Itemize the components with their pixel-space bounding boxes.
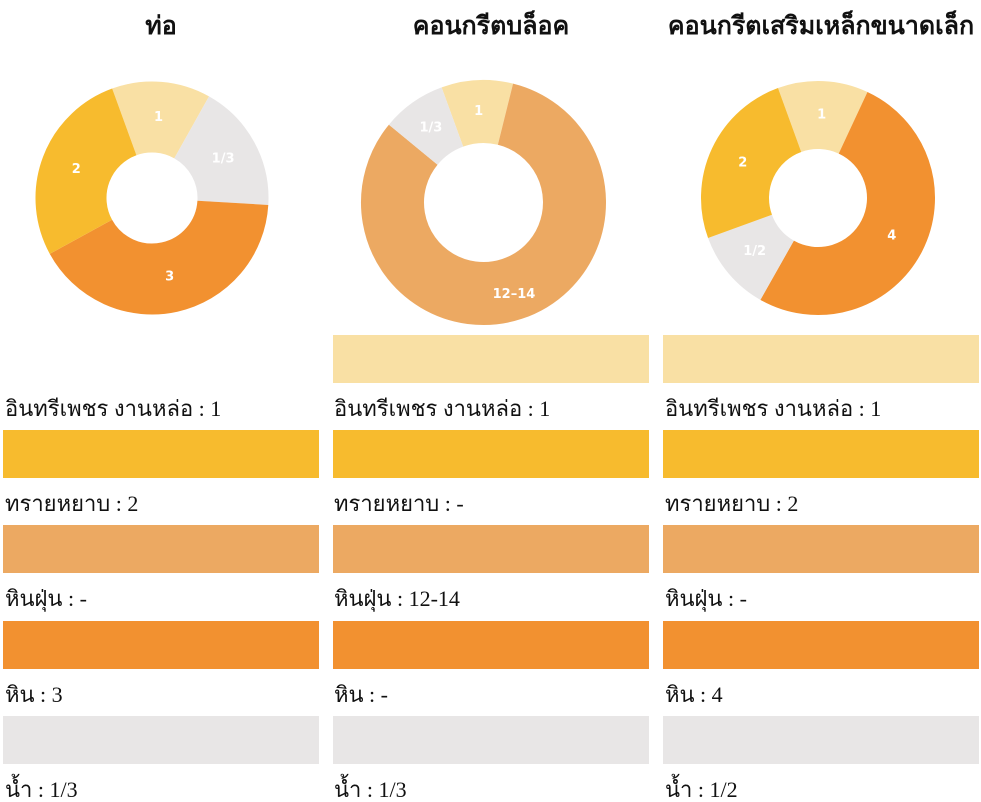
donut-slice-cement (441, 80, 514, 148)
legend-bar-sand (333, 430, 649, 478)
donut-slice-label-water: 1/3 (420, 121, 443, 136)
donut-slice-label-sand: 2 (72, 162, 81, 177)
legend-bar-gravel (663, 525, 979, 573)
legend-label-gravel: หินฝุ่น : - (5, 586, 87, 611)
donut-slice-label-stone: 4 (887, 229, 896, 244)
donut-slice-label-cement: 1 (474, 104, 483, 119)
donut-slice-sand (701, 88, 803, 238)
donut-slice-gravel (361, 83, 606, 325)
legend-label-water: น้ำ : 1/3 (5, 777, 78, 802)
legend-bar-water (663, 716, 979, 764)
legend-bar-water (333, 716, 649, 764)
legend-label-water: น้ำ : 1/3 (334, 777, 407, 802)
legend-bar-stone (333, 621, 649, 669)
legend-bar-cement (663, 335, 979, 383)
legend-bar-sand (3, 430, 319, 478)
donut-slice-label-stone: 3 (165, 270, 174, 285)
donut-slice-sand (35, 88, 138, 254)
donut-slice-label-gravel: 12–14 (493, 287, 536, 302)
legend-bar-water (3, 716, 319, 764)
legend-label-stone: หิน : 4 (665, 682, 723, 707)
donut-slice-label-sand: 2 (738, 155, 747, 170)
legend-label-sand: ทรายหยาบ : - (334, 491, 464, 516)
legend-bar-gravel (3, 525, 319, 573)
legend-bar-gravel (333, 525, 649, 573)
legend-label-stone: หิน : - (334, 682, 388, 707)
chart-title-pipe: ท่อ (145, 11, 177, 40)
donut-chart-pipe: 1 1/3 3 2 (34, 80, 270, 321)
legend-label-sand: ทรายหยาบ : 2 (665, 491, 799, 516)
donut-slice-water (173, 96, 269, 205)
donut-chart-concrete-block: 1 12–14 1/3 (361, 80, 606, 330)
donut-slice-stone (760, 91, 935, 315)
donut-slice-label-cement: 1 (154, 110, 163, 125)
legend-bar-cement (3, 335, 319, 383)
legend-label-sand: ทรายหยาบ : 2 (5, 491, 139, 516)
donut-slice-label-cement: 1 (817, 108, 826, 123)
legend-label-gravel: หินฝุ่น : 12-14 (334, 586, 460, 611)
donut-slice-water (388, 87, 465, 166)
donut-slice-cement (112, 81, 210, 160)
legend-bar-sand (663, 430, 979, 478)
legend-bar-stone (663, 621, 979, 669)
donut-slice-label-water: 1/3 (212, 152, 235, 167)
donut-slice-cement (777, 81, 868, 155)
legend-label-gravel: หินฝุ่น : - (665, 586, 747, 611)
donut-chart-small-reinforced-concrete: 1 4 1/2 2 (700, 80, 936, 321)
donut-slice-label-water: 1/2 (743, 244, 766, 259)
legend-label-cement: อินทรีเพชร งานหล่อ : 1 (665, 396, 882, 421)
legend-label-cement: อินทรีเพชร งานหล่อ : 1 (5, 396, 222, 421)
donut-slice-water (708, 213, 796, 300)
chart-title-concrete-block: คอนกรีตบล็อค (412, 11, 570, 40)
chart-title-small-reinforced-concrete: คอนกรีตเสริมเหล็กขนาดเล็ก (667, 11, 975, 40)
legend-bar-cement (333, 335, 649, 383)
donut-slice-stone (49, 199, 269, 315)
legend-label-water: น้ำ : 1/2 (665, 777, 738, 802)
legend-bar-stone (3, 621, 319, 669)
legend-label-cement: อินทรีเพชร งานหล่อ : 1 (334, 396, 551, 421)
legend-label-stone: หิน : 3 (5, 682, 63, 707)
